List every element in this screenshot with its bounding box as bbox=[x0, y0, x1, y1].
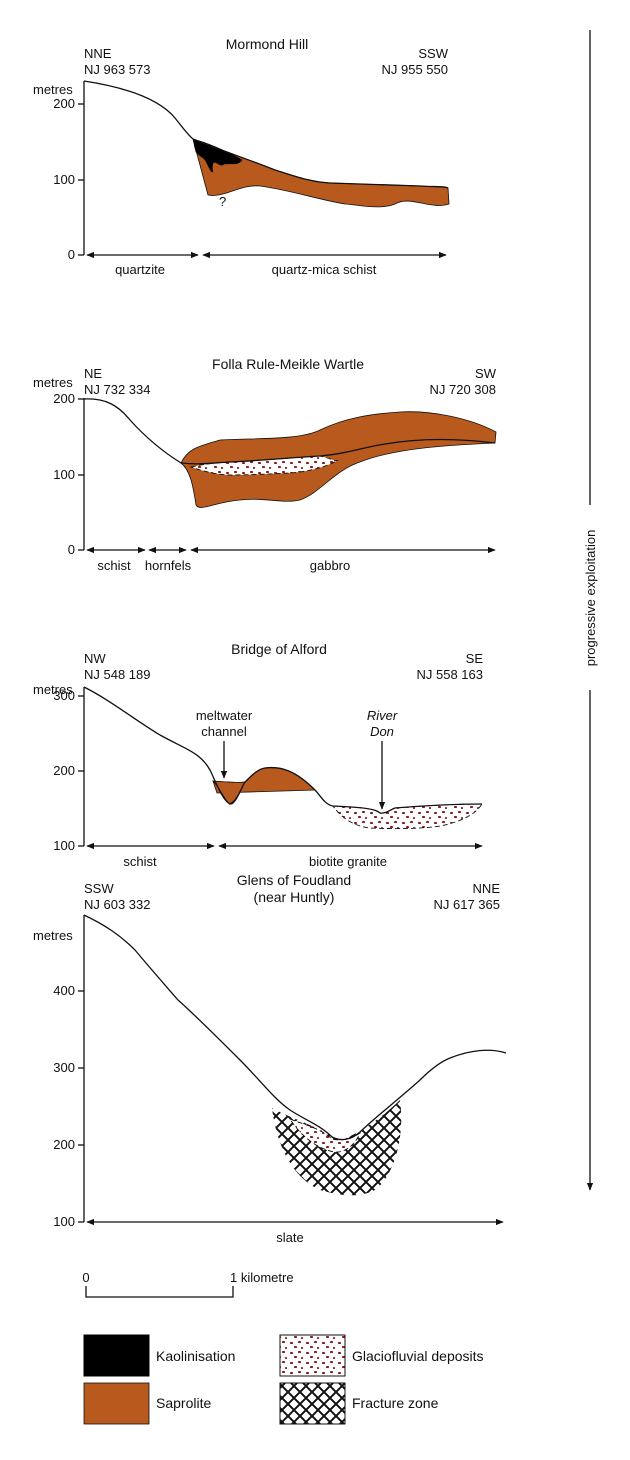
left-grid-ref: NJ 732 334 bbox=[84, 382, 151, 397]
scale-bar-line bbox=[85, 1286, 234, 1298]
axis-unit: metres bbox=[33, 682, 73, 697]
rock-label-gabbro: gabbro bbox=[310, 558, 350, 573]
right-direction: NNE bbox=[473, 881, 501, 896]
section-title: Bridge of Alford bbox=[231, 641, 327, 657]
left-grid-ref: NJ 963 573 bbox=[84, 62, 151, 77]
section-title: Folla Rule-Meikle Wartle bbox=[212, 356, 364, 372]
scale-end-label: 1 kilometre bbox=[230, 1270, 294, 1285]
right-grid-ref: NJ 720 308 bbox=[430, 382, 497, 397]
ground-surface bbox=[83, 914, 507, 1141]
legend-label-glaciofluvial: Glaciofluvial deposits bbox=[352, 1348, 484, 1364]
rock-label-hornfels: hornfels bbox=[145, 558, 192, 573]
tick-label-200: 200 bbox=[53, 96, 75, 111]
scale-bar: 0 1 kilometre bbox=[82, 1270, 294, 1298]
tick-label-100: 100 bbox=[53, 172, 75, 187]
tick-label-100: 100 bbox=[53, 467, 75, 482]
scale-start-label: 0 bbox=[82, 1270, 89, 1285]
section-bridge-of-alford: Bridge of Alford NW NJ 548 189 SE NJ 558… bbox=[33, 641, 483, 869]
meltwater-label-2: channel bbox=[201, 724, 247, 739]
tick-label-300: 300 bbox=[53, 1060, 75, 1075]
tick-label-0: 0 bbox=[68, 247, 75, 262]
ground-surface bbox=[83, 686, 483, 814]
right-direction: SE bbox=[466, 651, 484, 666]
legend-swatch-saprolite bbox=[83, 1382, 150, 1425]
legend-swatch-kaolinisation bbox=[83, 1334, 150, 1377]
legend-label-saprolite: Saprolite bbox=[156, 1395, 211, 1411]
saprolite-layer bbox=[180, 411, 497, 508]
section-mormond-hill: Mormond Hill NNE NJ 963 573 SSW NJ 955 5… bbox=[33, 36, 450, 277]
saprolite-layer bbox=[192, 138, 450, 208]
right-grid-ref: NJ 558 163 bbox=[417, 667, 484, 682]
river-label-2: Don bbox=[370, 724, 394, 739]
tick-label-300: 300 bbox=[53, 688, 75, 703]
glaciofluvial-deposit bbox=[189, 455, 339, 476]
axis-unit: metres bbox=[33, 82, 73, 97]
left-direction: NW bbox=[84, 651, 106, 666]
right-grid-ref: NJ 617 365 bbox=[434, 897, 501, 912]
ground-surface bbox=[83, 80, 449, 189]
left-grid-ref: NJ 548 189 bbox=[84, 667, 151, 682]
glaciofluvial-deposit bbox=[288, 1118, 362, 1153]
section-title: Mormond Hill bbox=[226, 36, 308, 52]
tick-label-100: 100 bbox=[53, 1214, 75, 1229]
section-folla-rule: Folla Rule-Meikle Wartle NE NJ 732 334 S… bbox=[33, 356, 497, 573]
left-grid-ref: NJ 603 332 bbox=[84, 897, 151, 912]
rock-label-schist: schist bbox=[97, 558, 131, 573]
tick-label-0: 0 bbox=[68, 542, 75, 557]
tick-label-200: 200 bbox=[53, 763, 75, 778]
tick-label-200: 200 bbox=[53, 391, 75, 406]
river-label-1: River bbox=[367, 708, 398, 723]
legend-label-kaolinisation: Kaolinisation bbox=[156, 1348, 235, 1364]
legend-swatch-fracture bbox=[279, 1382, 346, 1425]
left-direction: NE bbox=[84, 366, 102, 381]
left-direction: SSW bbox=[84, 881, 114, 896]
progress-label: progressive exploitation bbox=[583, 530, 598, 667]
rock-label-biotite-granite: biotite granite bbox=[309, 854, 387, 869]
rock-label-quartzite: quartzite bbox=[115, 262, 165, 277]
kaolinisation-layer bbox=[192, 138, 243, 173]
meltwater-label-1: meltwater bbox=[196, 708, 253, 723]
legend-swatch-glaciofluvial bbox=[279, 1334, 346, 1377]
section-subtitle: (near Huntly) bbox=[254, 889, 335, 905]
tick-label-400: 400 bbox=[53, 983, 75, 998]
left-direction: NNE bbox=[84, 46, 112, 61]
legend-label-fracture: Fracture zone bbox=[352, 1395, 439, 1411]
legend: Kaolinisation Saprolite Glaciofluvial de… bbox=[83, 1334, 484, 1425]
tick-label-100: 100 bbox=[53, 838, 75, 853]
uncertain-mark: ? bbox=[219, 194, 226, 209]
rock-label-quartz-mica-schist: quartz-mica schist bbox=[272, 262, 377, 277]
right-grid-ref: NJ 955 550 bbox=[382, 62, 449, 77]
ground-surface bbox=[83, 398, 496, 465]
axis-unit: metres bbox=[33, 375, 73, 390]
tick-label-200: 200 bbox=[53, 1137, 75, 1152]
right-direction: SW bbox=[475, 366, 497, 381]
rock-label-schist: schist bbox=[123, 854, 157, 869]
axis-unit: metres bbox=[33, 928, 73, 943]
section-title: Glens of Foudland bbox=[237, 872, 351, 888]
rock-label-slate: slate bbox=[276, 1230, 303, 1245]
progressive-exploitation-indicator: progressive exploitation bbox=[583, 30, 598, 1191]
section-glens-of-foudland: Glens of Foudland (near Huntly) SSW NJ 6… bbox=[33, 872, 507, 1245]
right-direction: SSW bbox=[418, 46, 448, 61]
